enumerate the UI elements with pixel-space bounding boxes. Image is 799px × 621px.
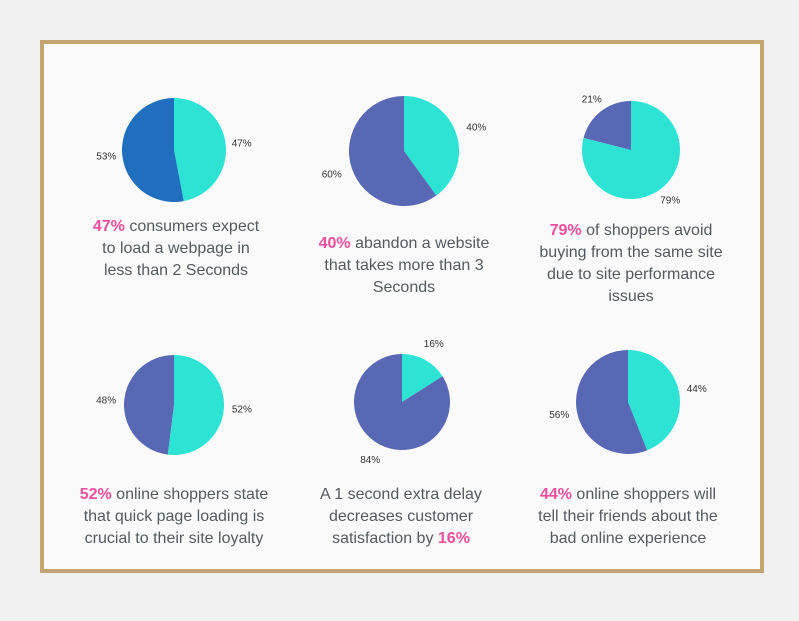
pie-4-slice-1-label: 52% bbox=[232, 404, 252, 415]
caption-6-text: online shoppers will tell their friends … bbox=[538, 486, 718, 547]
caption-4-highlight: 52% bbox=[79, 486, 112, 503]
pie-3-slice-2 bbox=[583, 101, 631, 150]
pie-6-slice-1-label: 44% bbox=[687, 384, 707, 395]
stat-panel-1: 47% 53% 47% consumers expect to load a we… bbox=[74, 94, 304, 354]
pie-2-slice-1-label: 40% bbox=[466, 123, 486, 134]
caption-3-highlight: 79% bbox=[549, 222, 582, 239]
pie-2-slice-2 bbox=[348, 96, 437, 206]
caption-4-text: online shoppers state that quick page lo… bbox=[83, 486, 269, 547]
stat-panel-5: 16% 84% A 1 second extra delay decreases … bbox=[294, 339, 524, 609]
stat-panel-4: 52% 48% 52% online shoppers state that qu… bbox=[74, 349, 304, 609]
pie-6-slice-2 bbox=[576, 350, 648, 454]
pie-5-slice-1-label: 16% bbox=[424, 339, 444, 350]
pie-5-slice-2 bbox=[354, 354, 450, 450]
pie-3-slice-1-label: 79% bbox=[660, 196, 680, 207]
pie-6-slice-1 bbox=[628, 350, 680, 451]
stat-panel-6: 44% 56% 44% online shoppers will tell the… bbox=[524, 349, 754, 609]
pie-4-slice-1 bbox=[167, 355, 224, 455]
pie-1-slice-1 bbox=[174, 98, 226, 202]
pie-chart-3: 79% 21% bbox=[582, 94, 681, 207]
caption-1-highlight: 47% bbox=[92, 218, 125, 235]
pie-chart-5: 16% 84% bbox=[354, 339, 450, 466]
caption-6-highlight: 44% bbox=[539, 486, 572, 503]
caption-5: A 1 second extra delay decreases custome… bbox=[301, 484, 501, 550]
pie-6-slice-2-label: 56% bbox=[549, 410, 569, 421]
pie-5-slice-1 bbox=[402, 354, 443, 402]
pie-chart-1: 47% 53% bbox=[96, 98, 252, 202]
caption-1-text: consumers expect to load a webpage in le… bbox=[102, 218, 260, 279]
pie-chart-2: 40% 60% bbox=[322, 96, 486, 206]
pie-2-slice-2-label: 60% bbox=[322, 169, 342, 180]
caption-2-highlight: 40% bbox=[318, 235, 351, 252]
caption-3: 79% of shoppers avoid buying from the sa… bbox=[536, 220, 726, 308]
pie-1-slice-1-label: 47% bbox=[232, 139, 252, 150]
caption-2: 40% abandon a website that takes more th… bbox=[304, 233, 504, 299]
pie-3-slice-2-label: 21% bbox=[582, 94, 602, 105]
stat-panel-3: 79% 21% 79% of shoppers avoid buying from… bbox=[524, 94, 754, 354]
caption-3-text: of shoppers avoid buying from the same s… bbox=[539, 222, 723, 305]
pie-4-slice-2 bbox=[123, 355, 174, 455]
pie-1-slice-2-label: 53% bbox=[96, 151, 116, 162]
pie-chart-4: 52% 48% bbox=[96, 355, 252, 455]
caption-6: 44% online shoppers will tell their frie… bbox=[528, 484, 728, 550]
pie-chart-6: 44% 56% bbox=[549, 350, 707, 454]
caption-1: 47% consumers expect to load a webpage i… bbox=[91, 216, 261, 282]
stat-panel-2: 40% 60% 40% abandon a website that takes … bbox=[294, 94, 524, 354]
caption-4: 52% online shoppers state that quick pag… bbox=[69, 484, 279, 550]
caption-5-text: A 1 second extra delay decreases custome… bbox=[320, 486, 482, 547]
pie-4-slice-2-label: 48% bbox=[96, 396, 116, 407]
caption-2-text: abandon a website that takes more than 3… bbox=[324, 235, 490, 296]
pie-5-slice-2-label: 84% bbox=[360, 455, 380, 466]
infographic-frame: 47% 53% 47% consumers expect to load a we… bbox=[40, 40, 764, 573]
pie-2-slice-1 bbox=[404, 96, 459, 196]
pie-1-slice-2 bbox=[121, 98, 184, 202]
caption-5-highlight: 16% bbox=[437, 530, 470, 547]
